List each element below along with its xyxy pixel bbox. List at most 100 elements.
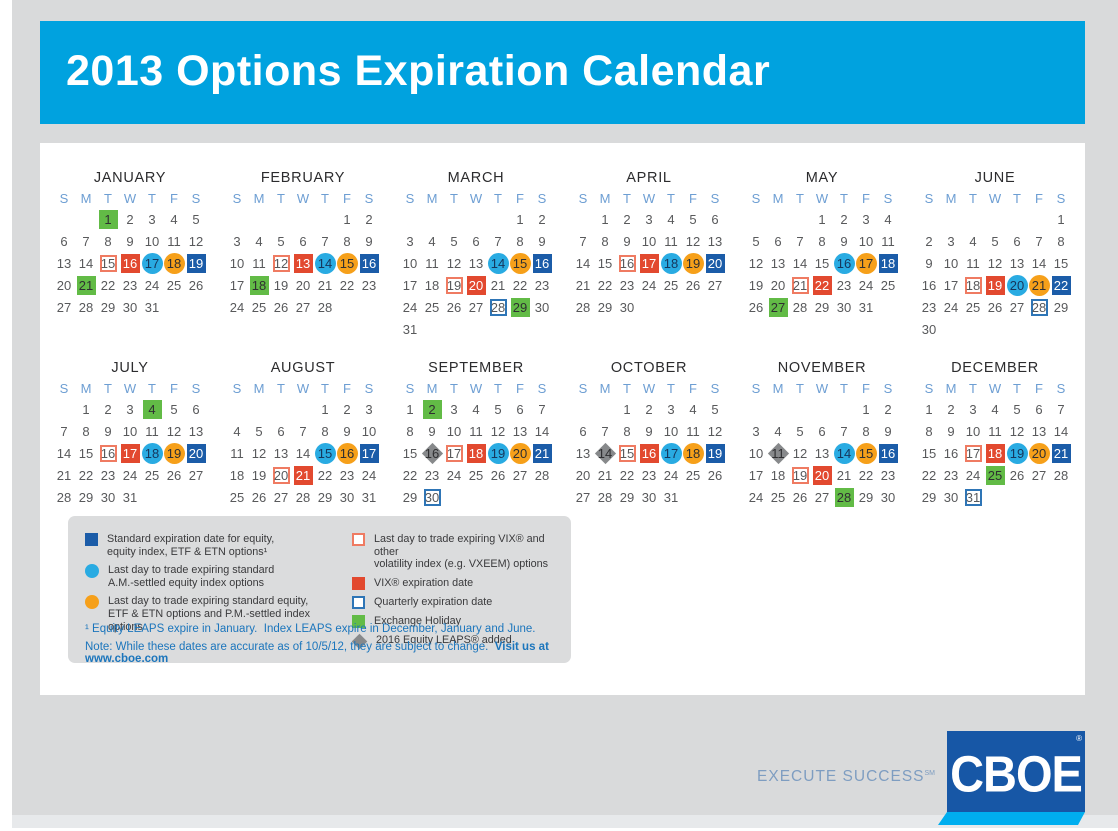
day-cell-vix_exp: 17 [119,442,141,464]
vix-exp-marker: 19 [985,275,1005,295]
empty-cell [226,398,248,420]
day-cell: 22 [100,277,116,293]
day-number: 19 [490,445,506,461]
day-cell: 2 [645,401,653,417]
day-number: 16 [122,255,138,271]
day-number: 19 [166,445,182,461]
day-cell: 1 [82,401,90,417]
day-cell-vix_exp: 18 [465,442,487,464]
day-cell-quarterly: 28 [487,296,509,318]
cboe-logo-text: CBOE [950,745,1083,803]
day-cell: 10 [663,423,679,439]
day-cell: 13 [1009,255,1025,271]
day-cell-vix_last: 21 [789,274,811,296]
day-cell: 1 [516,211,524,227]
weekday-label: T [623,381,631,396]
empty-cell [226,208,248,230]
weekday-label: T [148,191,156,206]
day-cell: 3 [126,401,134,417]
day-cell: 13 [468,255,484,271]
day-cell: 29 [402,489,418,505]
day-cell: 8 [82,423,90,439]
day-cell: 8 [601,233,609,249]
day-cell-vix_last: 15 [616,442,638,464]
legend-quarterly-icon [352,595,365,609]
day-number: 20 [1031,445,1047,461]
holiday-marker: 25 [985,465,1005,485]
day-cell: 19 [251,467,267,483]
day-number: 18 [663,255,679,271]
weekday-label: W [988,191,1002,206]
execute-success-tagline: EXECUTE SUCCESSSM [757,768,935,785]
legend-footnote-note: Note: While these dates are accurate as … [85,641,571,665]
empty-cell [270,398,292,420]
quarterly-marker: 28 [489,298,507,316]
day-cell-std: 16 [877,442,899,464]
vix-exp-marker: 17 [120,443,140,463]
vix-last-marker: 15 [99,254,117,272]
day-cell: 6 [472,233,480,249]
day-number: 19 [685,255,701,271]
day-cell: 2 [947,401,955,417]
day-cell-am_last: 20 [1006,274,1028,296]
pm-last-marker: 20 [1028,442,1050,464]
day-number: 27 [770,299,786,315]
day-cell: 29 [858,489,874,505]
day-cell-vix_exp: 20 [465,274,487,296]
am-last-marker: 18 [141,442,163,464]
day-number: 15 [317,445,333,461]
day-cell: 24 [122,467,138,483]
weekday-label: F [1035,381,1043,396]
day-number: 19 [707,445,723,461]
day-cell: 3 [233,233,241,249]
day-cell: 24 [858,277,874,293]
cboe-url-link[interactable]: Visit us at www.cboe.com [85,641,553,665]
weekday-label: T [1013,191,1021,206]
std-marker: 22 [1051,275,1071,295]
weekday-label: F [689,381,697,396]
day-cell: 3 [148,211,156,227]
day-cell: 23 [641,467,657,483]
day-cell: 9 [947,423,955,439]
day-cell: 8 [343,233,351,249]
pm-last-marker: 17 [855,252,877,274]
weekday-label: T [450,191,458,206]
weekday-label: W [469,191,483,206]
day-cell-quarterly: 31 [962,486,984,508]
day-cell: 9 [623,233,631,249]
day-cell: 26 [273,299,289,315]
month-july: JULY S M T W T F S 1 2 3 4 5 6 7 8 9 10 11 12 13 14 15 16 17 18 19… [53,359,207,508]
day-number: 16 [534,255,550,271]
day-cell: 19 [273,277,289,293]
vix-last-marker: 17 [964,444,982,462]
day-number: 4 [148,401,156,417]
legend-item-label: 2016 Equity LEAPS® added [376,633,512,646]
weekday-label: S [710,381,720,396]
day-cell: 12 [748,255,764,271]
day-cell: 17 [943,277,959,293]
day-cell: 23 [100,467,116,483]
empty-cell [75,208,97,230]
std-marker: 16 [878,443,898,463]
day-cell: 5 [494,401,502,417]
day-number: 18 [987,445,1003,461]
vix-last-marker: 16 [99,444,117,462]
weekday-label: T [969,381,977,396]
weekday-label: M [253,381,265,396]
holiday-marker: 1 [98,209,118,229]
day-cell-am_last: 18 [141,442,163,464]
weekday-label: S [1056,381,1066,396]
empty-cell [1006,208,1028,230]
legend-item-pm_last: Last day to trade expiring standard equi… [85,595,337,633]
day-number: 17 [446,445,462,461]
day-cell: 1 [925,401,933,417]
day-cell: 27 [295,299,311,315]
day-cell: 26 [987,299,1003,315]
day-cell: 1 [818,211,826,227]
day-cell: 22 [78,467,94,483]
day-number: 19 [446,277,462,293]
weekday-label: T [321,191,329,206]
am-last-marker: 18 [660,252,682,274]
day-number: 22 [814,277,830,293]
day-cell: 6 [1013,233,1021,249]
